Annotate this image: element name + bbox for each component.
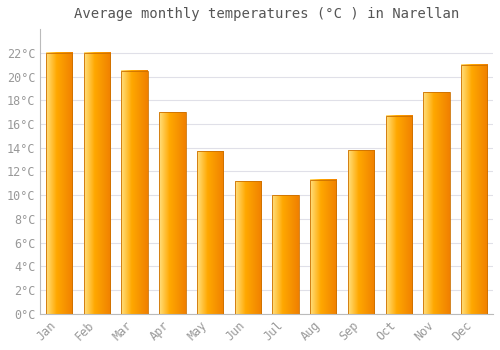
Bar bbox=[197, 151, 224, 314]
Title: Average monthly temperatures (°C ) in Narellan: Average monthly temperatures (°C ) in Na… bbox=[74, 7, 460, 21]
Bar bbox=[348, 150, 374, 314]
Bar bbox=[424, 92, 450, 314]
Bar bbox=[84, 53, 110, 314]
Bar bbox=[461, 65, 487, 314]
Bar bbox=[122, 71, 148, 314]
Bar bbox=[159, 112, 186, 314]
Bar bbox=[234, 181, 261, 314]
Bar bbox=[46, 53, 72, 314]
Bar bbox=[386, 116, 412, 314]
Bar bbox=[310, 180, 336, 314]
Bar bbox=[272, 195, 299, 314]
